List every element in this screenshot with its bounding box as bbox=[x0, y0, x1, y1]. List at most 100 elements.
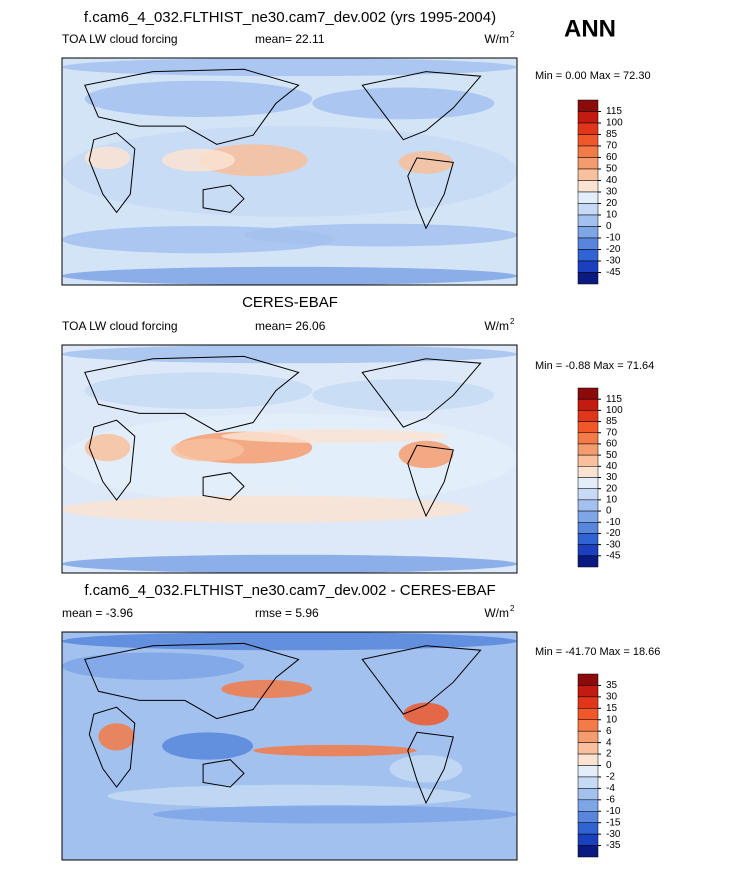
map-frame bbox=[61, 57, 518, 286]
map-field bbox=[62, 554, 517, 573]
left-label: TOA LW cloud forcing bbox=[62, 319, 178, 333]
coastline bbox=[202, 472, 245, 501]
colorbar-box bbox=[577, 214, 599, 227]
coastline bbox=[88, 706, 136, 788]
coastline bbox=[361, 358, 482, 428]
colorbar-label: 30 bbox=[606, 692, 618, 703]
colorbar-box bbox=[577, 822, 599, 835]
colorbar-box bbox=[577, 522, 599, 534]
map bbox=[62, 632, 517, 860]
colorbar-label: -4 bbox=[606, 783, 615, 794]
colorbar-box bbox=[577, 387, 599, 400]
map-field bbox=[62, 652, 244, 680]
map bbox=[62, 58, 517, 285]
colorbar-box bbox=[577, 499, 599, 512]
map-field bbox=[84, 372, 313, 409]
map-field bbox=[153, 805, 517, 824]
map-field bbox=[84, 146, 131, 170]
colorbar-box bbox=[577, 454, 599, 467]
colorbar-box bbox=[577, 249, 599, 262]
panel-title: CERES-EBAF bbox=[242, 294, 338, 311]
map-field bbox=[253, 744, 417, 757]
colorbar-box bbox=[577, 122, 599, 135]
map-field bbox=[84, 80, 313, 118]
coastline bbox=[202, 184, 245, 213]
map-field bbox=[403, 702, 449, 726]
map-field bbox=[162, 732, 254, 760]
coastline bbox=[407, 731, 454, 805]
map-field bbox=[98, 723, 135, 751]
units: W/m bbox=[484, 32, 509, 46]
colorbar-label: -20 bbox=[606, 528, 621, 539]
units-label: W/m bbox=[484, 606, 509, 620]
map bbox=[62, 345, 517, 573]
colorbar-box bbox=[577, 845, 599, 858]
map-field bbox=[312, 379, 495, 412]
colorbar-label: 40 bbox=[606, 461, 618, 472]
map-field bbox=[162, 148, 235, 172]
map-field bbox=[198, 144, 308, 177]
colorbar-label: 115 bbox=[606, 394, 622, 405]
colorbar-label: 50 bbox=[606, 164, 618, 175]
colorbar-label: -10 bbox=[606, 233, 621, 244]
map-field bbox=[244, 223, 517, 247]
colorbar-box bbox=[577, 742, 599, 755]
colorbar-box bbox=[577, 788, 599, 801]
colorbar-label: 40 bbox=[606, 175, 618, 186]
colorbar-label: 15 bbox=[606, 703, 618, 714]
coastline bbox=[88, 419, 136, 501]
colorbar-label: 60 bbox=[606, 439, 618, 450]
colorbar-box bbox=[577, 410, 599, 422]
units-sup: 2 bbox=[510, 604, 515, 613]
colorbar-label: -30 bbox=[606, 829, 621, 840]
coastline bbox=[361, 645, 482, 715]
map-frame bbox=[61, 631, 518, 861]
colorbar-box bbox=[577, 477, 599, 489]
map-field bbox=[398, 151, 454, 174]
colorbar-label: 100 bbox=[606, 405, 623, 416]
colorbar-box bbox=[577, 533, 599, 545]
colorbar-box bbox=[577, 134, 599, 147]
colorbar-box bbox=[577, 157, 599, 170]
colorbar-box bbox=[577, 510, 599, 523]
colorbar-box bbox=[577, 696, 599, 709]
units-sup: 2 bbox=[510, 30, 515, 39]
colorbar-label: 85 bbox=[606, 416, 618, 427]
colorbar-label: -15 bbox=[606, 817, 621, 828]
colorbar-label: -10 bbox=[606, 806, 621, 817]
colorbar-label: 60 bbox=[606, 152, 618, 163]
minmax-label: Min = -0.88 Max = 71.64 bbox=[535, 360, 654, 372]
colorbar-box bbox=[577, 111, 599, 124]
colorbar-label: 6 bbox=[606, 726, 612, 737]
colorbar-box bbox=[577, 180, 599, 193]
colorbar-box bbox=[577, 466, 599, 478]
center-label: rmse = 5.96 bbox=[255, 606, 319, 620]
units-label: W/m bbox=[484, 32, 509, 46]
map-field bbox=[389, 755, 463, 783]
colorbar-box bbox=[577, 730, 599, 743]
colorbar-label: -2 bbox=[606, 772, 615, 783]
coastline bbox=[202, 759, 245, 788]
units: W/m bbox=[484, 606, 509, 620]
left-label: mean = -3.96 bbox=[62, 606, 133, 620]
colorbar-label: -30 bbox=[606, 256, 621, 267]
colorbar-box bbox=[577, 421, 599, 433]
colorbar-box bbox=[577, 99, 599, 112]
left-label: TOA LW cloud forcing bbox=[62, 32, 178, 46]
colorbar-box bbox=[577, 753, 599, 766]
colorbar-label: -20 bbox=[606, 244, 621, 255]
colorbar-box bbox=[577, 544, 599, 557]
colorbar-label: 30 bbox=[606, 187, 618, 198]
map-field bbox=[84, 433, 131, 462]
colorbar-box bbox=[577, 833, 599, 846]
colorbar-box bbox=[577, 203, 599, 216]
colorbar-box bbox=[577, 145, 599, 158]
map-field bbox=[221, 429, 449, 444]
colorbar-label: -45 bbox=[606, 267, 621, 278]
colorbar-label: 10 bbox=[606, 714, 618, 725]
units: W/m bbox=[484, 319, 509, 333]
coastline bbox=[84, 642, 300, 720]
colorbar-label: -10 bbox=[606, 517, 621, 528]
colorbar-label: 35 bbox=[606, 680, 618, 691]
